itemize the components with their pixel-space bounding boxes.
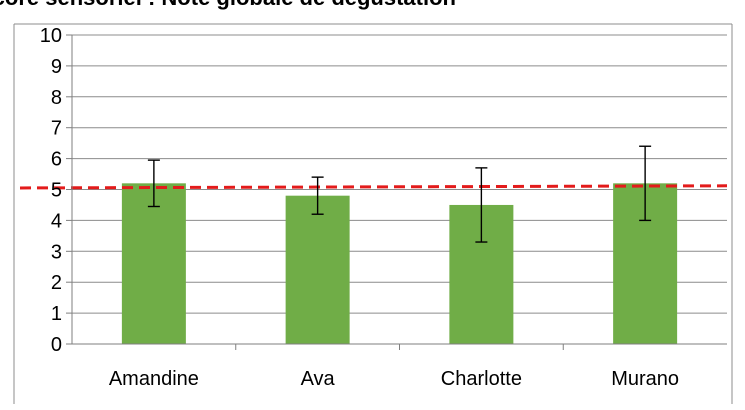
x-tick-label: Ava: [301, 368, 336, 390]
chart-title: Score sensoriel : Note globale de dégust…: [0, 0, 456, 10]
y-tick-label: 6: [51, 149, 62, 171]
y-tick-label: 9: [51, 56, 62, 78]
y-tick-label: 3: [51, 241, 62, 263]
bar: [121, 183, 186, 344]
axes-layer: [66, 34, 727, 350]
x-tick-label: Murano: [611, 368, 679, 390]
labels-layer: 0 1 2 3 4 5 6 7 8 9 10 Amandine Ava Charlotte Murano: [40, 25, 679, 390]
y-tick-label: 8: [51, 87, 62, 109]
y-tick-label: 10: [40, 25, 62, 47]
y-tick-label: 2: [51, 272, 62, 294]
x-tick-label: Amandine: [109, 368, 199, 390]
y-tick-label: 0: [51, 334, 62, 356]
y-tick-label: 4: [51, 210, 62, 232]
error-bars-layer: [147, 145, 652, 243]
y-tick-label: 7: [51, 118, 62, 140]
bar: [285, 195, 350, 344]
y-tick-label: 1: [51, 303, 62, 325]
y-tick-label: 5: [51, 180, 62, 202]
x-tick-label: Charlotte: [441, 368, 522, 390]
